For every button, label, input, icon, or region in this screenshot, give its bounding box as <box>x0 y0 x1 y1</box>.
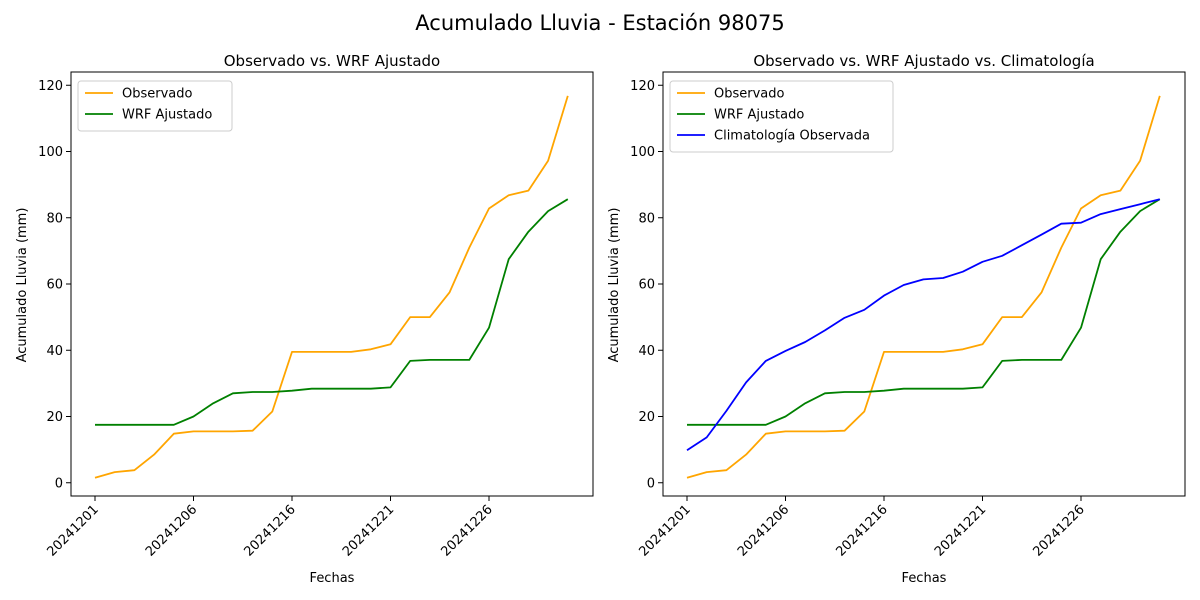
legend: Observado WRF Ajustado <box>77 80 233 132</box>
y-tick-label: 80 <box>46 211 63 226</box>
series-line-wrf-ajustado <box>95 198 569 426</box>
y-tick-label: 80 <box>638 211 655 226</box>
y-tick-label: 20 <box>638 410 655 425</box>
y-tick-label: 120 <box>630 79 655 94</box>
series-line-wrf-ajustado <box>687 198 1161 426</box>
series-line-observado <box>94 95 569 479</box>
y-tick-label: 0 <box>55 476 63 491</box>
legend: Observado WRF Ajustado Climatología Observ… <box>669 80 894 153</box>
legend-box <box>77 80 233 132</box>
x-tick-label: 20241226 <box>438 502 495 559</box>
figure-suptitle: Acumulado Lluvia - Estación 98075 <box>415 11 784 35</box>
y-tick-label: 40 <box>46 344 63 359</box>
x-tick-label: 20241216 <box>241 502 298 559</box>
y-tick-label: 0 <box>647 476 655 491</box>
legend-label: Observado <box>714 87 785 102</box>
legend-box <box>669 80 894 153</box>
x-tick-label: 20241221 <box>340 502 397 559</box>
y-tick-label: 100 <box>630 145 655 160</box>
y-tick-label: 20 <box>46 410 63 425</box>
y-axis-label: Acumulado Lluvia (mm) <box>15 208 30 363</box>
y-tick-label: 40 <box>638 344 655 359</box>
legend-label: WRF Ajustado <box>122 108 212 123</box>
y-tick-label: 120 <box>38 79 63 94</box>
chart-left: Observado vs. WRF Ajustado 0 20 40 60 80 100 1… <box>15 52 594 586</box>
y-tick-label: 60 <box>46 278 63 293</box>
legend-label: WRF Ajustado <box>714 108 804 123</box>
y-axis-label: Acumulado Lluvia (mm) <box>607 208 622 363</box>
x-tick-label: 20241201 <box>44 502 101 559</box>
chart-title: Observado vs. WRF Ajustado <box>224 52 440 70</box>
x-tick-label: 20241226 <box>1030 502 1087 559</box>
x-tick-label: 20241206 <box>735 502 792 559</box>
chart-right: Observado vs. WRF Ajustado vs. Climatolo… <box>607 52 1186 586</box>
x-tick-label: 20241221 <box>932 502 989 559</box>
x-tick-label: 20241201 <box>636 502 693 559</box>
y-tick-label: 60 <box>638 278 655 293</box>
plot-area-frame <box>70 71 594 497</box>
chart-title: Observado vs. WRF Ajustado vs. Climatolo… <box>753 52 1094 70</box>
x-tick-label: 20241206 <box>143 502 200 559</box>
x-axis-label: Fechas <box>902 571 947 586</box>
series-line-climatolog-a-observada <box>686 198 1161 452</box>
x-tick-label: 20241216 <box>833 502 890 559</box>
legend-label: Climatología Observada <box>714 129 870 144</box>
y-tick-label: 100 <box>38 145 63 160</box>
series-line-observado <box>686 95 1161 479</box>
x-axis-label: Fechas <box>310 571 355 586</box>
legend-label: Observado <box>122 87 193 102</box>
